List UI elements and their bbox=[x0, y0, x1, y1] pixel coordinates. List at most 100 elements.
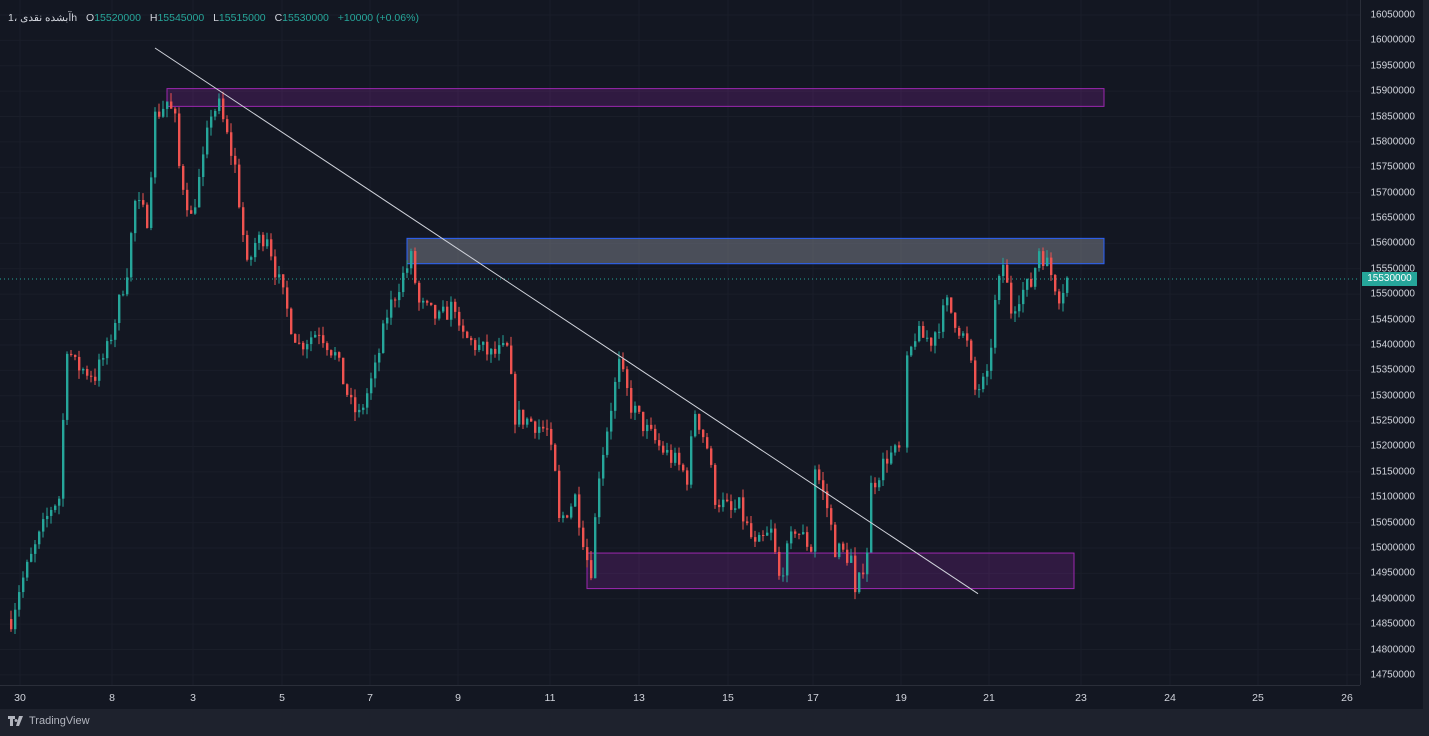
candle-down bbox=[394, 299, 397, 301]
candle-down bbox=[578, 494, 581, 528]
candle-down bbox=[750, 523, 753, 538]
candle-down bbox=[774, 528, 777, 552]
candle-down bbox=[974, 360, 977, 390]
candle-down bbox=[1030, 278, 1033, 287]
candle-down bbox=[1042, 251, 1045, 267]
chart-plot-area[interactable] bbox=[0, 0, 1360, 685]
time-tick: 17 bbox=[807, 692, 819, 704]
candle-up bbox=[946, 297, 949, 306]
candle-up bbox=[218, 98, 221, 111]
price-axis[interactable]: 16050000 16000000 15950000 15900000 15850000… bbox=[1360, 0, 1424, 685]
candle-up bbox=[1002, 264, 1005, 277]
candle-up bbox=[194, 207, 197, 214]
candle-up bbox=[614, 381, 617, 411]
price-tick: 15350000 bbox=[1370, 364, 1416, 376]
candle-down bbox=[730, 501, 733, 510]
trendline bbox=[154, 47, 979, 595]
candle-down bbox=[546, 428, 549, 430]
candle-up bbox=[894, 445, 897, 453]
candle-down bbox=[810, 546, 813, 552]
candle-up bbox=[390, 299, 393, 318]
candle-up bbox=[306, 344, 309, 350]
candle-up bbox=[878, 480, 881, 488]
candle-up bbox=[914, 341, 917, 347]
candle-down bbox=[630, 388, 633, 413]
candle-down bbox=[242, 207, 245, 236]
candle-down bbox=[826, 491, 829, 509]
tradingview-logo[interactable]: TradingView bbox=[8, 715, 90, 727]
time-tick: 19 bbox=[895, 692, 907, 704]
candle-down bbox=[966, 333, 969, 341]
price-tick: 15200000 bbox=[1370, 440, 1416, 452]
candle-up bbox=[814, 469, 817, 552]
candle-down bbox=[94, 376, 97, 381]
candle-up bbox=[358, 409, 361, 413]
candle-down bbox=[1058, 291, 1061, 304]
candle-down bbox=[486, 341, 489, 355]
candle-up bbox=[266, 239, 269, 247]
candle-down bbox=[970, 340, 973, 361]
candle-down bbox=[318, 334, 321, 336]
candle-up bbox=[722, 499, 725, 508]
candle-up bbox=[114, 322, 117, 340]
candle-up bbox=[538, 426, 541, 433]
candle-up bbox=[882, 458, 885, 481]
price-tick: 15650000 bbox=[1370, 212, 1416, 224]
candle-down bbox=[238, 164, 241, 208]
candle-up bbox=[666, 449, 669, 453]
zone-resistance-mid bbox=[406, 237, 1105, 265]
candle-down bbox=[226, 119, 229, 133]
candle-down bbox=[626, 369, 629, 389]
candle-down bbox=[418, 282, 421, 303]
candle-down bbox=[270, 239, 273, 257]
candle-down bbox=[698, 414, 701, 430]
candle-up bbox=[906, 355, 909, 448]
price-tick: 14900000 bbox=[1370, 593, 1416, 605]
candle-down bbox=[794, 531, 797, 534]
candle-up bbox=[278, 274, 281, 278]
candle-down bbox=[654, 428, 657, 441]
candle-down bbox=[686, 470, 689, 485]
candle-down bbox=[326, 343, 329, 351]
open-label: O bbox=[86, 12, 95, 24]
candle-up bbox=[982, 376, 985, 390]
candle-up bbox=[758, 535, 761, 542]
candle-up bbox=[478, 344, 481, 350]
candle-up bbox=[374, 362, 377, 379]
candle-up bbox=[594, 517, 597, 579]
symbol-name[interactable]: آبشده نقدی ،1 bbox=[8, 12, 72, 24]
candle-down bbox=[534, 421, 537, 433]
price-tick: 15050000 bbox=[1370, 517, 1416, 529]
symbol-legend: آبشده نقدی ،1h O15520000 H15545000 L1551… bbox=[8, 12, 419, 24]
candle-down bbox=[430, 302, 433, 305]
price-tick: 16050000 bbox=[1370, 9, 1416, 21]
candle-up bbox=[602, 454, 605, 479]
time-tick: 7 bbox=[367, 692, 373, 704]
candle-up bbox=[934, 332, 937, 346]
candle-up bbox=[18, 592, 21, 610]
candle-down bbox=[302, 342, 305, 350]
candle-down bbox=[470, 337, 473, 341]
time-tick: 25 bbox=[1252, 692, 1264, 704]
candle-up bbox=[402, 272, 405, 293]
candle-up bbox=[62, 419, 65, 499]
price-tick: 15600000 bbox=[1370, 237, 1416, 249]
candle-up bbox=[918, 325, 921, 342]
candle-down bbox=[434, 304, 437, 319]
candle-up bbox=[26, 561, 29, 578]
price-tick: 15400000 bbox=[1370, 339, 1416, 351]
interval[interactable]: h bbox=[71, 12, 78, 24]
candle-down bbox=[670, 449, 673, 463]
candle-down bbox=[854, 555, 857, 593]
time-axis[interactable]: 30 8 3 5 7 9 11 13 15 17 19 21 23 24 25 26 bbox=[0, 685, 1360, 710]
candle-up bbox=[162, 108, 165, 117]
candle-up bbox=[110, 339, 113, 342]
current-price-label: 15530000 bbox=[1362, 271, 1417, 286]
candle-up bbox=[386, 317, 389, 324]
footer: TradingView bbox=[0, 709, 1429, 736]
candlestick-chart[interactable] bbox=[0, 0, 1360, 685]
candle-up bbox=[998, 276, 1001, 300]
time-tick: 21 bbox=[983, 692, 995, 704]
candle-up bbox=[634, 405, 637, 413]
candle-down bbox=[542, 426, 545, 429]
